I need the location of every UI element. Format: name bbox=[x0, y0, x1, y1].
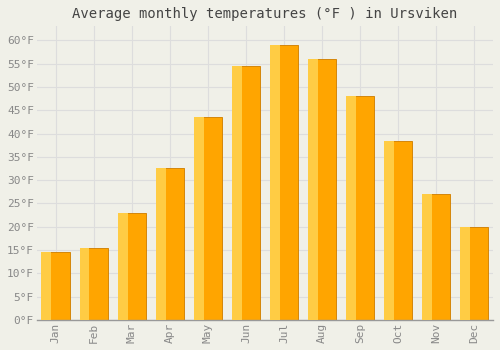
Bar bbox=[42, 252, 51, 320]
Bar bbox=[232, 66, 260, 320]
Bar bbox=[42, 252, 70, 320]
Bar bbox=[194, 117, 203, 320]
Bar bbox=[384, 140, 412, 320]
Bar bbox=[80, 248, 90, 320]
Bar bbox=[156, 168, 166, 320]
Bar bbox=[118, 213, 146, 320]
Title: Average monthly temperatures (°F ) in Ursviken: Average monthly temperatures (°F ) in Ur… bbox=[72, 7, 458, 21]
Bar bbox=[270, 45, 280, 320]
Bar bbox=[384, 140, 394, 320]
Bar bbox=[346, 96, 356, 320]
Bar bbox=[422, 194, 432, 320]
Bar bbox=[80, 248, 108, 320]
Bar bbox=[308, 59, 318, 320]
Bar bbox=[460, 227, 488, 320]
Bar bbox=[422, 194, 450, 320]
Bar bbox=[118, 213, 128, 320]
Bar bbox=[194, 117, 222, 320]
Bar bbox=[232, 66, 241, 320]
Bar bbox=[156, 168, 184, 320]
Bar bbox=[460, 227, 470, 320]
Bar bbox=[270, 45, 298, 320]
Bar bbox=[308, 59, 336, 320]
Bar bbox=[346, 96, 374, 320]
